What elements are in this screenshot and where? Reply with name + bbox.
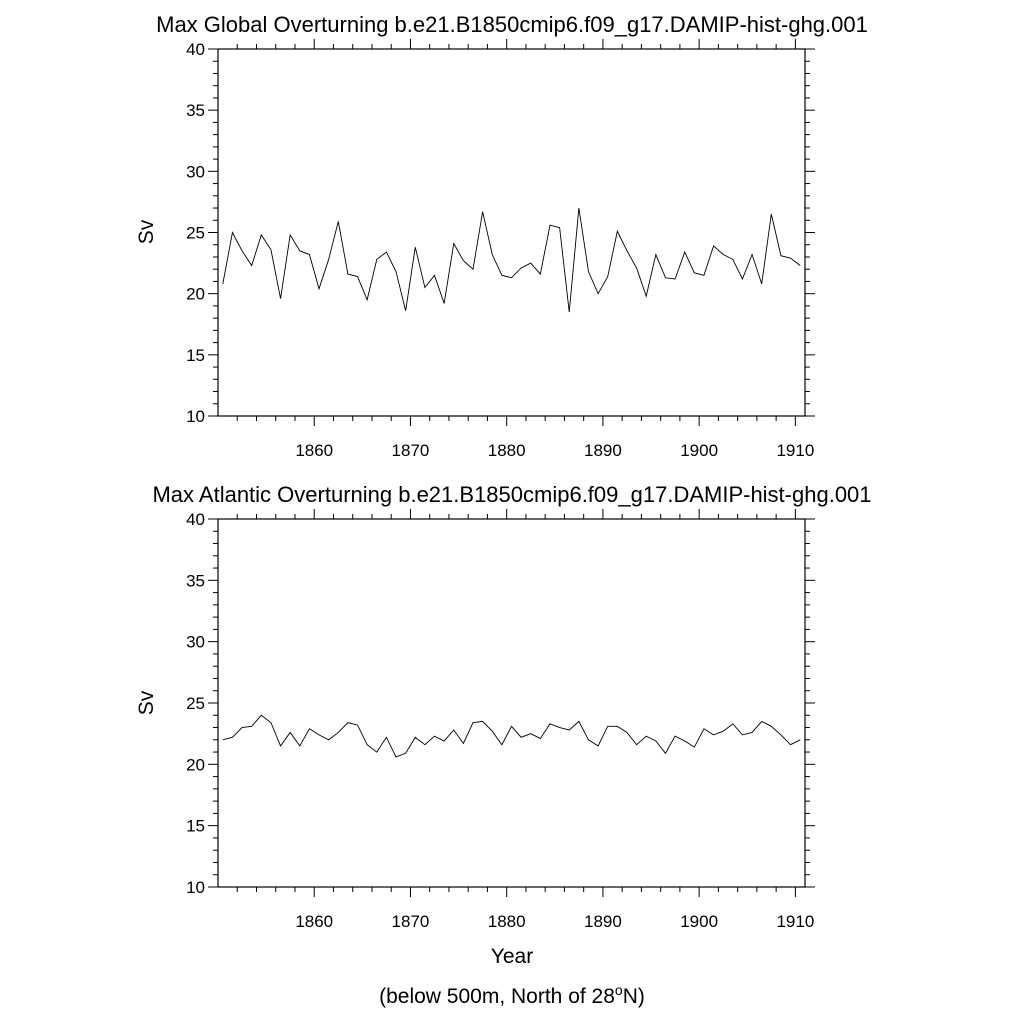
global-y-tick-label: 15 bbox=[186, 346, 205, 365]
atlantic-x-axis-label: Year bbox=[491, 945, 533, 968]
global-overturning-panel: Max Global Overturning b.e21.B1850cmip6.… bbox=[135, 12, 868, 460]
atlantic-tick-labels: 10 15 20 25 30 35 40 1860 1870 1880 1890 1900 1910 bbox=[186, 510, 814, 931]
atlantic-x-tick-label: 1910 bbox=[776, 912, 814, 931]
global-ticks bbox=[208, 39, 815, 426]
atlantic-y-tick-label: 10 bbox=[186, 878, 205, 897]
global-series-line bbox=[222, 207, 801, 313]
global-y-tick-label: 25 bbox=[186, 224, 205, 243]
atlantic-ticks bbox=[208, 509, 815, 897]
global-y-axis-label: Sv bbox=[135, 219, 158, 244]
footnote-degree: o bbox=[615, 982, 623, 998]
atlantic-plot-frame bbox=[217, 518, 806, 888]
atlantic-x-tick-label: 1860 bbox=[295, 912, 333, 931]
global-tick-labels: 10 15 20 25 30 35 40 1860 1870 1880 1890 1900 1910 bbox=[186, 40, 814, 460]
atlantic-x-tick-label: 1870 bbox=[392, 912, 430, 931]
global-chart-title: Max Global Overturning b.e21.B1850cmip6.… bbox=[156, 12, 868, 37]
global-x-tick-label: 1900 bbox=[680, 441, 718, 460]
global-y-tick-label: 30 bbox=[186, 162, 205, 181]
atlantic-y-tick-label: 15 bbox=[186, 817, 205, 836]
atlantic-series-line bbox=[222, 714, 801, 758]
global-y-tick-label: 35 bbox=[186, 101, 205, 120]
global-x-tick-label: 1870 bbox=[392, 441, 430, 460]
atlantic-y-tick-label: 20 bbox=[186, 755, 205, 774]
global-x-tick-label: 1860 bbox=[295, 441, 333, 460]
global-y-tick-label: 20 bbox=[186, 285, 205, 304]
atlantic-y-tick-label: 25 bbox=[186, 694, 205, 713]
atlantic-overturning-panel: Max Atlantic Overturning b.e21.B1850cmip… bbox=[135, 482, 872, 968]
global-x-tick-label: 1890 bbox=[584, 441, 622, 460]
atlantic-y-tick-label: 30 bbox=[186, 633, 205, 652]
footnote-prefix: (below 500m, North of 28 bbox=[379, 985, 615, 1008]
atlantic-y-tick-label: 40 bbox=[186, 510, 205, 529]
global-y-tick-label: 40 bbox=[186, 40, 205, 59]
global-y-tick-label: 10 bbox=[186, 407, 205, 426]
global-x-tick-label: 1910 bbox=[776, 441, 814, 460]
footnote-suffix: N) bbox=[623, 985, 645, 1008]
atlantic-x-tick-label: 1900 bbox=[680, 912, 718, 931]
atlantic-chart-title: Max Atlantic Overturning b.e21.B1850cmip… bbox=[152, 482, 871, 507]
atlantic-x-tick-label: 1890 bbox=[584, 912, 622, 931]
atlantic-y-axis-label: Sv bbox=[135, 690, 158, 715]
global-plot-frame bbox=[217, 48, 806, 417]
atlantic-y-tick-label: 35 bbox=[186, 571, 205, 590]
global-x-tick-label: 1880 bbox=[488, 441, 526, 460]
footnote: (below 500m, North of 28oN) bbox=[379, 982, 645, 1008]
atlantic-x-tick-label: 1880 bbox=[488, 912, 526, 931]
